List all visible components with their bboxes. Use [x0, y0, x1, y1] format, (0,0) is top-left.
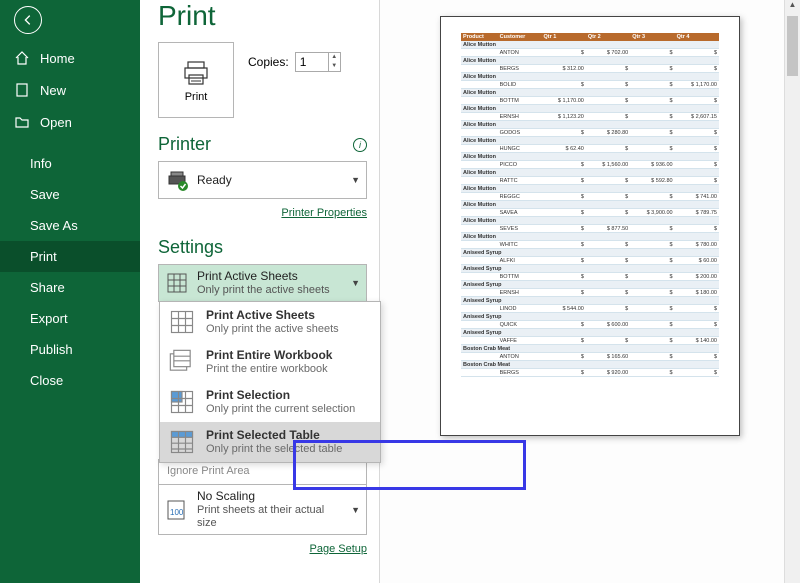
print-settings-column: Print Print Copies: ▲▼ Printer i Ready [140, 0, 379, 583]
nav-close[interactable]: Close [0, 365, 140, 396]
ignore-label: Ignore Print Area [167, 465, 358, 478]
dd-option-entire-workbook[interactable]: Print Entire WorkbookPrint the entire wo… [160, 342, 380, 382]
dd-selected-title: Print Active Sheets [197, 269, 343, 283]
nav-save[interactable]: Save [0, 179, 140, 210]
printer-status: Ready [197, 173, 343, 187]
nav-publish[interactable]: Publish [0, 334, 140, 365]
copies-input[interactable] [296, 53, 328, 71]
back-arrow-icon [21, 13, 35, 27]
printer-dropdown[interactable]: Ready ▼ [158, 161, 367, 199]
chevron-down-icon: ▼ [351, 505, 360, 515]
nav-label: Save [30, 187, 60, 202]
page-title: Print [158, 0, 367, 32]
nav-open[interactable]: Open [0, 106, 140, 138]
printer-properties-link[interactable]: Printer Properties [281, 207, 367, 219]
dd-option-selected-table[interactable]: Print Selected TableOnly print the selec… [160, 422, 380, 462]
nav-label: New [40, 83, 66, 98]
table-icon [168, 428, 196, 456]
new-icon [14, 82, 30, 98]
main-content: Print Print Copies: ▲▼ Printer i Ready [140, 0, 800, 583]
svg-text:100: 100 [170, 508, 184, 517]
print-what-dropdown[interactable]: Print Active Sheets Only print the activ… [158, 264, 367, 302]
nav-label: Share [30, 280, 65, 295]
preview-scrollbar[interactable]: ▲ [784, 0, 800, 583]
backstage-sidebar: Home New Open Info Save Save As Print Sh… [0, 0, 140, 583]
chevron-down-icon: ▼ [351, 175, 360, 185]
nav-new[interactable]: New [0, 74, 140, 106]
scaling-sub: Print sheets at their actual size [197, 504, 343, 530]
scroll-up[interactable]: ▲ [785, 0, 800, 16]
scroll-thumb[interactable] [787, 16, 798, 76]
info-icon[interactable]: i [353, 138, 367, 152]
printer-section-title: Printer [158, 134, 211, 155]
workbook-icon [168, 348, 196, 376]
nav-home[interactable]: Home [0, 42, 140, 74]
copies-label: Copies: [248, 55, 289, 69]
nav-label: Save As [30, 218, 78, 233]
back-button[interactable] [14, 6, 42, 34]
copies-spinner[interactable]: ▲▼ [295, 52, 341, 72]
print-button[interactable]: Print [158, 42, 234, 118]
scaling-title: No Scaling [197, 489, 343, 503]
spinner-down[interactable]: ▼ [329, 62, 340, 71]
spinner-up[interactable]: ▲ [329, 53, 340, 62]
sheets-icon [165, 271, 189, 295]
nav-label: Publish [30, 342, 73, 357]
print-button-label: Print [185, 91, 208, 103]
nav-label: Open [40, 115, 72, 130]
nav-export[interactable]: Export [0, 303, 140, 334]
settings-section-title: Settings [158, 237, 223, 258]
page-setup-link[interactable]: Page Setup [310, 543, 368, 555]
nav-label: Close [30, 373, 63, 388]
selection-icon [168, 388, 196, 416]
preview-table: ProductCustomerQtr 1Qtr 2Qtr 3Qtr 4 Alic… [461, 33, 719, 377]
nav-print[interactable]: Print [0, 241, 140, 272]
scaling-icon: 100 [165, 498, 189, 522]
home-icon [14, 50, 30, 66]
nav-label: Export [30, 311, 68, 326]
open-icon [14, 114, 30, 130]
dd-selected-sub: Only print the active sheets [197, 284, 343, 297]
printer-ready-icon [165, 168, 189, 192]
dd-option-active-sheets[interactable]: Print Active SheetsOnly print the active… [160, 302, 380, 342]
dd-option-selection[interactable]: Print SelectionOnly print the current se… [160, 382, 380, 422]
nav-save-as[interactable]: Save As [0, 210, 140, 241]
printer-icon [180, 57, 212, 89]
nav-label: Print [30, 249, 57, 264]
scaling-dropdown[interactable]: 100 No Scaling Print sheets at their act… [158, 484, 367, 535]
print-preview: ProductCustomerQtr 1Qtr 2Qtr 3Qtr 4 Alic… [379, 0, 800, 583]
preview-page: ProductCustomerQtr 1Qtr 2Qtr 3Qtr 4 Alic… [440, 16, 740, 436]
sheets-icon [168, 308, 196, 336]
nav-label: Info [30, 156, 52, 171]
print-what-popup: Print Active SheetsOnly print the active… [159, 301, 381, 463]
nav-share[interactable]: Share [0, 272, 140, 303]
chevron-down-icon: ▼ [351, 278, 360, 288]
nav-label: Home [40, 51, 75, 66]
nav-info[interactable]: Info [0, 148, 140, 179]
